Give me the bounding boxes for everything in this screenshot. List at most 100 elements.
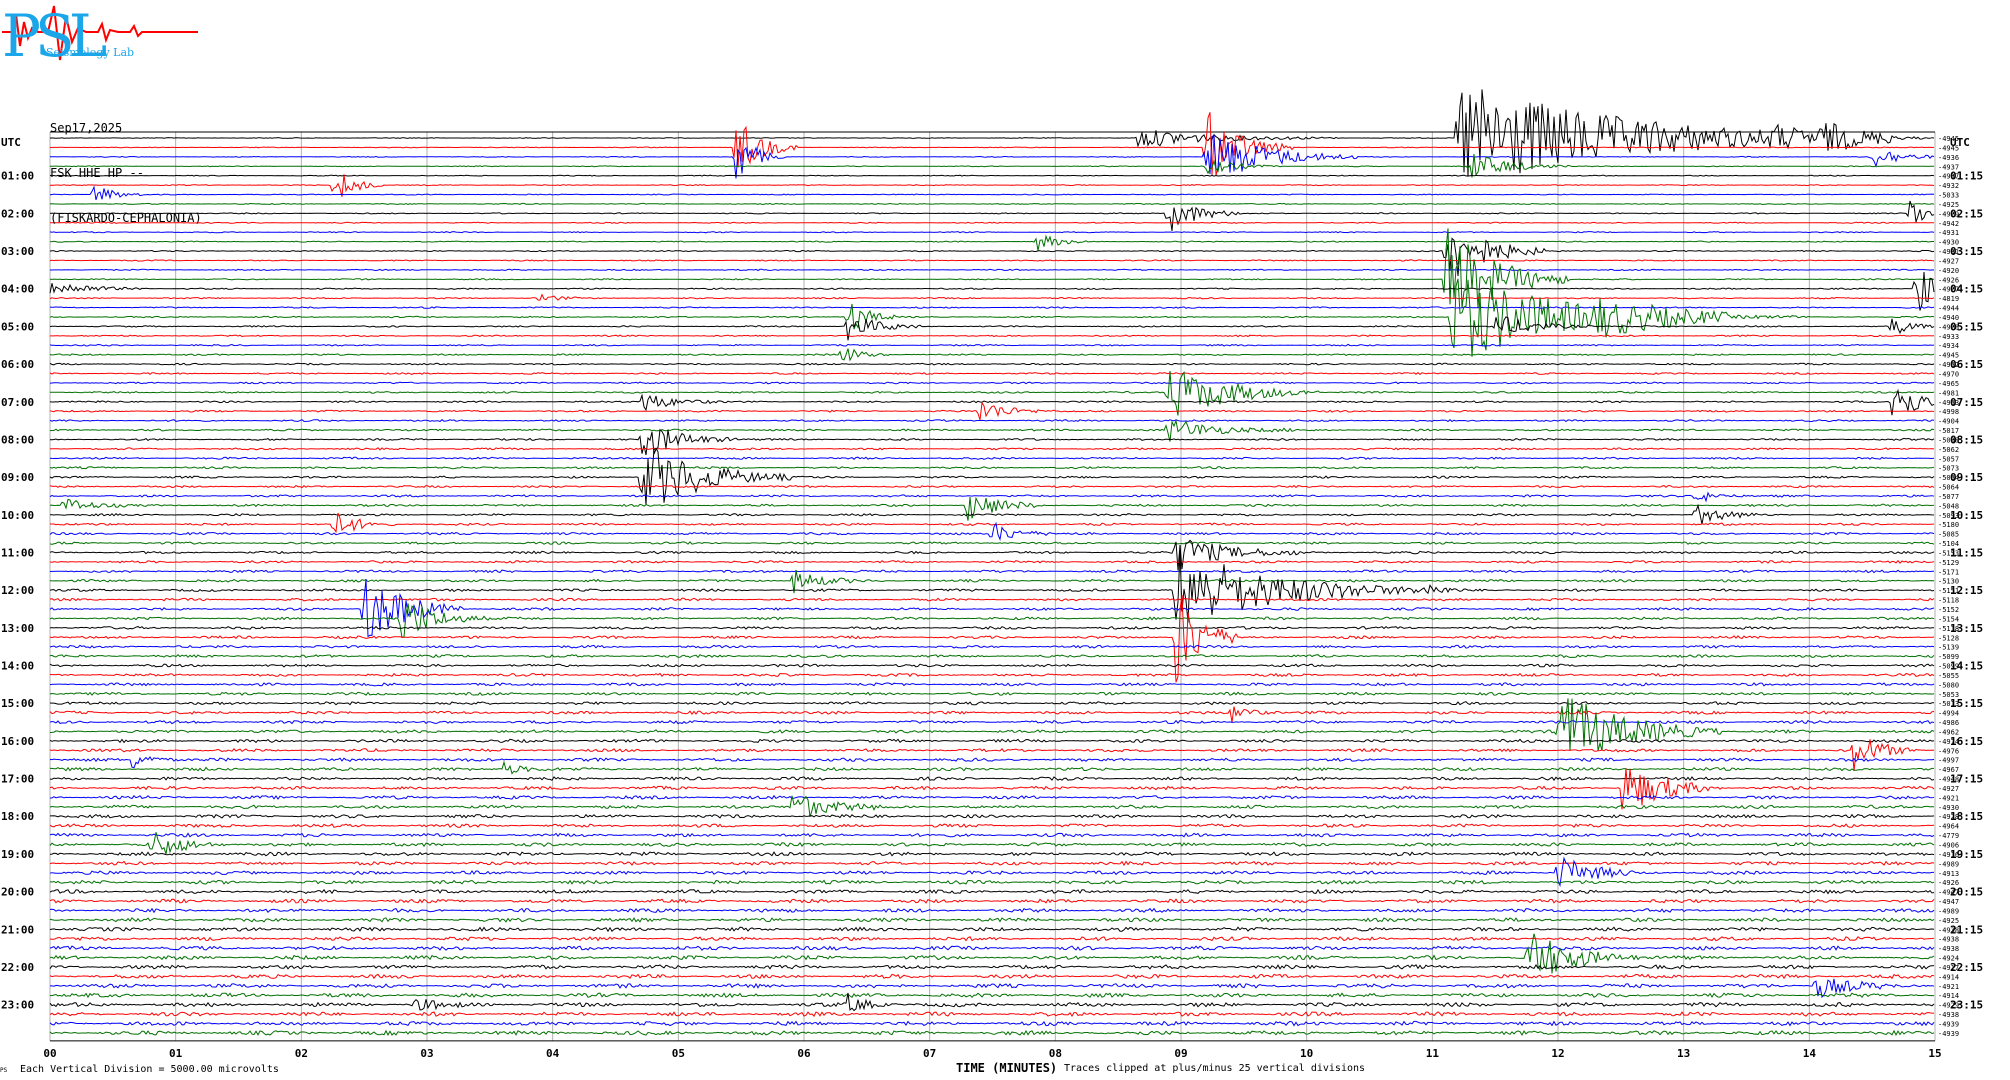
trace-36 <box>49 447 1935 506</box>
trace-offset-label: -5008 <box>1938 436 1959 444</box>
left-hour-labels: 01:00 02:00 03:00 04:00 05:00 06:00 07:00 08:00… <box>1 170 34 1012</box>
left-hour-label: 09:00 <box>1 471 34 484</box>
trace-55 <box>49 654 1935 659</box>
left-hour-label: 06:00 <box>1 358 34 371</box>
x-tick-label: 04 <box>546 1047 560 1060</box>
trace-60 <box>49 701 1934 706</box>
right-hour-label: 17:15 <box>1950 773 1983 786</box>
trace-offset-label: -4932 <box>1938 182 1959 190</box>
trace-83 <box>49 917 1935 923</box>
trace-25 <box>49 372 1935 376</box>
trace-63 <box>49 698 1935 751</box>
trace-3 <box>49 154 1935 178</box>
right-hour-label: 20:15 <box>1950 886 1983 899</box>
trace-offset-label: -4986 <box>1938 719 1959 727</box>
trace-offset-label: -5153 <box>1938 549 1959 557</box>
left-hour-label: 22:00 <box>1 961 34 974</box>
trace-offset-label: -4938 <box>1938 926 1959 934</box>
trace-offset-label: -5057 <box>1938 455 1959 463</box>
trace-46 <box>49 569 1935 574</box>
trace-offset-label: -4945 <box>1938 352 1959 360</box>
trace-7 <box>49 202 1935 206</box>
trace-39 <box>49 496 1934 521</box>
clip-note: Traces clipped at plus/minus 25 vertical… <box>1064 1063 1366 1074</box>
trace-offset-label: -5080 <box>1938 681 1959 689</box>
trace-11 <box>49 234 1934 251</box>
x-axis-title: TIME (MINUTES) <box>956 1061 1058 1075</box>
trace-52 <box>49 625 1934 630</box>
trace-offset-label: -4928 <box>1938 813 1959 821</box>
trace-42 <box>49 521 1935 542</box>
trace-0 <box>49 89 1935 177</box>
trace-80 <box>49 888 1935 895</box>
trace-offset-label: -4934 <box>1938 342 1959 350</box>
trace-44 <box>49 539 1935 571</box>
trace-offset-label: -4952 <box>1938 361 1959 369</box>
trace-87 <box>50 933 1935 974</box>
psl-logo: PSL Seismology Lab <box>2 2 202 70</box>
left-hour-label: 15:00 <box>1 697 34 710</box>
trace-93 <box>49 1011 1935 1017</box>
trace-86 <box>49 945 1935 951</box>
trace-88 <box>49 964 1935 970</box>
ps-mark: PS <box>0 1067 8 1074</box>
trace-offset-label: -5055 <box>1938 672 1959 680</box>
trace-offset-label: -5053 <box>1938 691 1959 699</box>
trace-92 <box>49 992 1935 1012</box>
right-hour-label: 01:15 <box>1950 170 1983 183</box>
trace-offset-label: -4939 <box>1938 1020 1959 1028</box>
trace-77 <box>49 860 1935 867</box>
right-hour-label: 12:15 <box>1950 584 1983 597</box>
trace-45 <box>49 559 1935 564</box>
trace-21 <box>50 334 1935 338</box>
trace-offset-label: -5064 <box>1938 484 1959 492</box>
trace-61 <box>49 706 1935 723</box>
plot-grid <box>49 131 1936 1042</box>
trace-offset-label: -4930 <box>1938 239 1959 247</box>
trace-74 <box>49 832 1935 838</box>
trace-13 <box>49 259 1935 262</box>
y-axis-right-title: UTC <box>1950 136 1970 149</box>
trace-offset-label: -4937 <box>1938 163 1959 171</box>
trace-offset-label: -5154 <box>1938 615 1959 623</box>
trace-offset-label: -4906 <box>1938 842 1959 850</box>
left-hour-label: 16:00 <box>1 735 34 748</box>
left-hour-label: 05:00 <box>1 320 34 333</box>
trace-offset-label: -4779 <box>1938 832 1959 840</box>
right-hour-label: 13:15 <box>1950 622 1983 635</box>
trace-2 <box>50 134 1935 179</box>
trace-offset-label: -4989 <box>1938 907 1959 915</box>
trace-49 <box>49 597 1935 602</box>
trace-40 <box>49 503 1935 525</box>
trace-offset-label: -5151 <box>1938 587 1959 595</box>
trace-offset-label: -4947 <box>1938 889 1959 897</box>
plot-date: Sep17,2025 <box>50 121 123 135</box>
trace-34 <box>49 456 1935 460</box>
trace-offset-label: -4926 <box>1938 879 1959 887</box>
trace-76 <box>49 851 1935 857</box>
trace-offset-label: -4947 <box>1938 898 1959 906</box>
right-hour-label: 21:15 <box>1950 923 1983 936</box>
left-hour-label: 07:00 <box>1 396 34 409</box>
trace-91 <box>49 992 1935 999</box>
trace-offset-label: -4974 <box>1938 738 1959 746</box>
trace-offset-label: -4998 <box>1938 408 1959 416</box>
trace-27 <box>50 370 1935 416</box>
trace-73 <box>49 823 1935 829</box>
left-hour-label: 17:00 <box>1 773 34 786</box>
trace-offset-label: -5130 <box>1938 578 1959 586</box>
trace-37 <box>49 484 1935 489</box>
trace-offset-label: -4904 <box>1938 418 1959 426</box>
plot-station: (FISKARDO-CEPHALONIA) <box>50 211 202 225</box>
x-tick-label: 05 <box>672 1047 685 1060</box>
trace-offset-label: -4914 <box>1938 992 1959 1000</box>
trace-64 <box>49 738 1935 744</box>
left-hour-label: 03:00 <box>1 245 34 258</box>
trace-offset-label: -5104 <box>1938 540 1959 548</box>
trace-offset-label: -4938 <box>1938 936 1959 944</box>
trace-10 <box>49 231 1935 234</box>
trace-offset-label: -4929 <box>1938 1002 1959 1010</box>
trace-offset-label: -5017 <box>1938 427 1959 435</box>
trace-offset-label: -4967 <box>1938 766 1959 774</box>
trace-offset-label: -4994 <box>1938 710 1959 718</box>
